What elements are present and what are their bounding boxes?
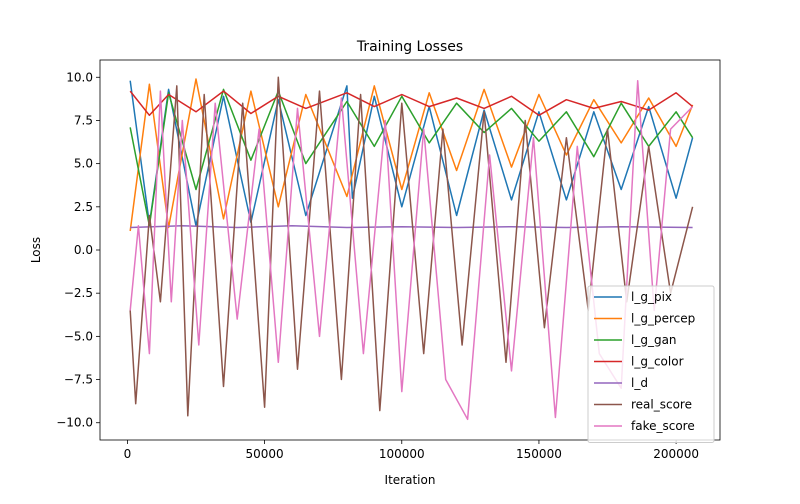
y-axis: −10.0 −7.5 −5.0 −2.5 0.0 2.5 5.0 7.5 10.0 (56, 70, 100, 430)
legend-label-l_g_percep: l_g_percep (631, 312, 695, 326)
x-tick-label: 0 (124, 447, 132, 461)
x-axis-label: Iteration (385, 473, 436, 487)
y-tick-label: −10.0 (56, 416, 93, 430)
legend-label-l_g_gan: l_g_gan (631, 333, 677, 347)
series-line-l_d (130, 225, 693, 229)
legend-label-l_d: l_d (631, 376, 648, 390)
series-line-l_g_color (129, 90, 694, 117)
x-tick-label: 200000 (653, 447, 699, 461)
x-tick-label: 50000 (246, 447, 284, 461)
y-tick-label: 10.0 (66, 70, 93, 84)
y-tick-label: 7.5 (74, 113, 93, 127)
series-line-l_g_percep (129, 78, 694, 232)
x-axis: 0 50000 100000 150000 200000 (124, 440, 699, 461)
legend-label-l_g_pix: l_g_pix (631, 290, 672, 304)
y-tick-label: −7.5 (64, 373, 93, 387)
legend-box (587, 285, 715, 443)
y-tick-label: −2.5 (64, 286, 93, 300)
y-tick-label: 0.0 (74, 243, 93, 257)
legend-label-l_g_color: l_g_color (631, 355, 684, 369)
chart-title: Training Losses (356, 39, 463, 55)
x-tick-label: 150000 (516, 447, 562, 461)
x-tick-label: 100000 (379, 447, 425, 461)
legend-label-real_score: real_score (631, 398, 692, 412)
y-tick-label: −5.0 (64, 329, 93, 343)
legend: l_g_pix l_g_percep l_g_gan l_g_color l_dreal… (587, 285, 715, 443)
y-axis-label: Loss (29, 237, 43, 263)
y-tick-label: 5.0 (74, 157, 93, 171)
y-tick-label: 2.5 (74, 200, 93, 214)
legend-label-fake_score: fake_score (631, 419, 695, 433)
